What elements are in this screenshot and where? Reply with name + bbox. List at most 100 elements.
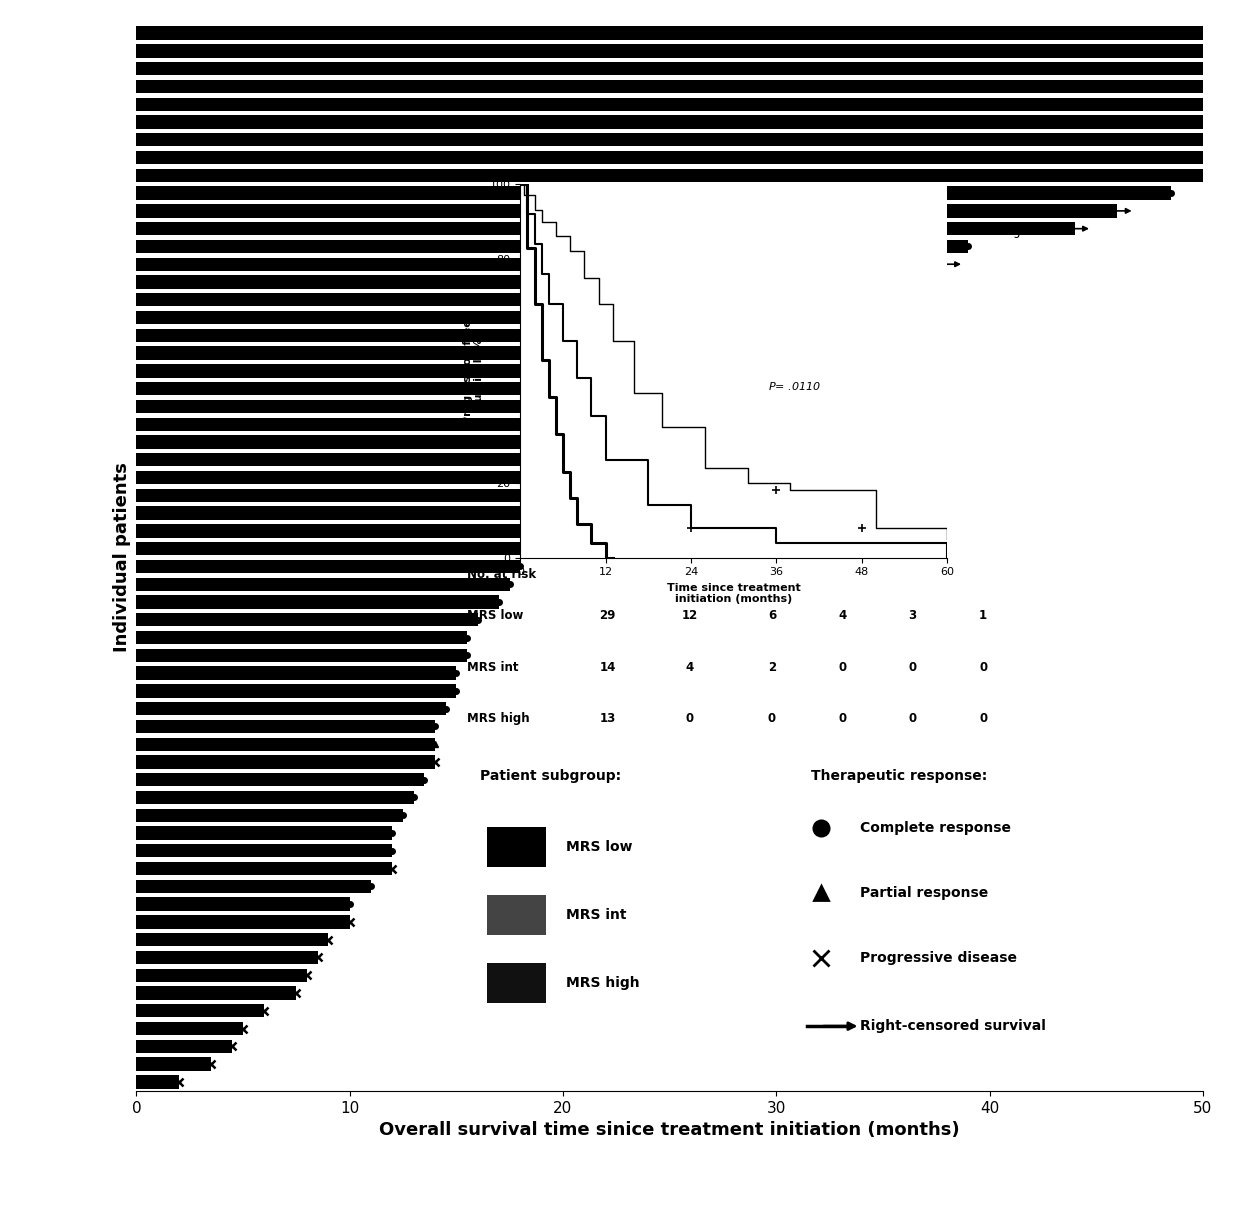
Bar <box>136 897 350 911</box>
Int <box>940 550 955 565</box>
High <box>520 240 534 255</box>
Int <box>769 536 784 550</box>
Low <box>698 419 713 434</box>
Low <box>605 297 620 311</box>
Text: Progressive disease: Progressive disease <box>861 951 1017 965</box>
Low <box>527 188 542 202</box>
Bar <box>136 417 605 430</box>
High <box>513 177 528 191</box>
Text: 12: 12 <box>682 610 698 623</box>
Bar <box>136 311 755 325</box>
Text: Partial response: Partial response <box>861 886 988 901</box>
High <box>548 427 563 441</box>
Low <box>626 333 641 348</box>
Int <box>641 453 656 468</box>
X-axis label: Time since treatment
initiation (months): Time since treatment initiation (months) <box>667 583 801 605</box>
Low <box>868 520 883 534</box>
Text: 4: 4 <box>686 661 694 674</box>
Low <box>548 229 563 244</box>
Bar <box>136 27 1203 40</box>
Low <box>527 204 542 218</box>
Bar <box>136 150 1203 164</box>
Bar <box>136 1022 243 1035</box>
Low <box>516 177 531 191</box>
Int <box>542 297 557 311</box>
Text: 3: 3 <box>909 610 916 623</box>
High <box>534 297 549 311</box>
High <box>584 536 599 550</box>
Int <box>569 371 584 385</box>
High <box>534 353 549 367</box>
Int <box>520 207 534 222</box>
Low <box>940 532 955 547</box>
Text: Patient subgroup:: Patient subgroup: <box>480 770 621 783</box>
Text: 4: 4 <box>838 610 847 623</box>
Bar <box>136 328 712 342</box>
Bar <box>136 667 456 680</box>
Int <box>641 498 656 513</box>
Bar <box>136 293 818 307</box>
Text: Right-censored survival: Right-censored survival <box>861 1019 1047 1033</box>
Low <box>534 204 549 218</box>
Text: 0: 0 <box>838 661 847 674</box>
Low <box>740 475 755 490</box>
Bar <box>136 630 467 645</box>
Bar <box>136 187 1171 200</box>
Low <box>740 461 755 475</box>
Text: 1: 1 <box>980 610 987 623</box>
Low <box>513 177 528 191</box>
Int <box>769 520 784 534</box>
Bar <box>136 364 670 378</box>
Bar <box>487 827 547 867</box>
Bar <box>136 435 595 448</box>
Text: 6: 6 <box>768 610 776 623</box>
Bar <box>136 542 531 555</box>
Text: 0: 0 <box>980 661 987 674</box>
Int <box>513 177 528 191</box>
Bar <box>136 808 403 822</box>
Bar <box>136 933 329 947</box>
High <box>605 550 620 565</box>
Bar <box>136 471 584 485</box>
Low <box>577 244 591 258</box>
Low <box>655 419 670 434</box>
Int <box>542 267 557 281</box>
Low <box>782 475 797 490</box>
Low <box>563 229 578 244</box>
Bar <box>136 347 691 360</box>
High <box>584 516 599 531</box>
Text: 0: 0 <box>768 711 776 725</box>
Y-axis label: Progression-free
survival (%): Progression-free survival (%) <box>463 319 484 423</box>
High <box>598 536 613 550</box>
Bar <box>136 44 1203 57</box>
Bar <box>136 791 414 805</box>
Text: 0: 0 <box>909 711 916 725</box>
Text: 0: 0 <box>686 711 694 725</box>
Bar <box>136 968 308 982</box>
Bar <box>136 1075 179 1088</box>
Low <box>548 215 563 229</box>
Bar <box>136 258 947 271</box>
Int <box>556 333 570 348</box>
Bar <box>136 488 563 502</box>
Low <box>577 270 591 285</box>
High <box>527 297 542 311</box>
Low <box>591 270 606 285</box>
Bar <box>136 115 1203 128</box>
Int <box>534 236 549 251</box>
Text: 14: 14 <box>600 661 616 674</box>
Bar <box>136 133 1203 147</box>
Bar <box>136 702 445 715</box>
Int <box>598 453 613 468</box>
High <box>542 390 557 405</box>
Bar <box>136 880 371 893</box>
Bar <box>136 97 1203 110</box>
Text: MRS int: MRS int <box>567 908 626 922</box>
High <box>527 240 542 255</box>
Text: MRS high: MRS high <box>467 711 529 725</box>
Low <box>698 461 713 475</box>
Low <box>534 215 549 229</box>
Bar <box>136 240 968 253</box>
Text: 0: 0 <box>909 661 916 674</box>
Text: 13: 13 <box>600 711 616 725</box>
